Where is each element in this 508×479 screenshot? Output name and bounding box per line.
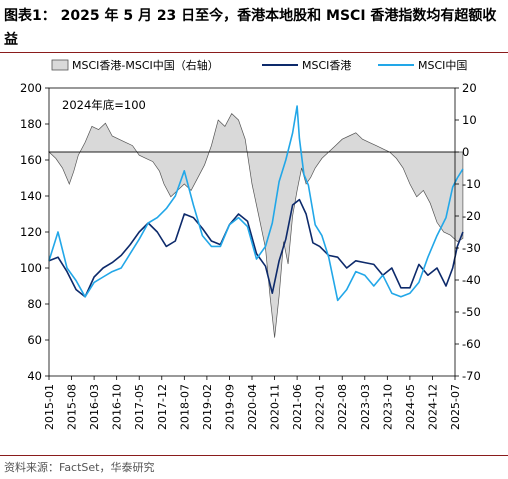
- x-tick-label: 2023-03: [359, 384, 372, 430]
- chart: MSCI香港-MSCI中国（右轴） MSCI香港 MSCI中国 40 60 80 10…: [20, 58, 481, 430]
- line-msci-china: [48, 105, 464, 302]
- x-tick-label: 2021-06: [291, 384, 304, 430]
- y-left-tick-label: 60: [27, 333, 42, 347]
- y-right-tick-label: 20: [462, 81, 477, 95]
- area-diff-path: [48, 113, 464, 338]
- legend-swatch-diff: [51, 59, 69, 71]
- y-left-tick-label: 200: [20, 81, 42, 95]
- x-tick-label: 2020-04: [246, 384, 259, 430]
- x-tick-label: 2019-09: [223, 384, 236, 430]
- chart-title: 图表1： 2025 年 5 月 23 日至今，香港本地股和 MSCI 香港指数均…: [4, 8, 497, 48]
- x-tick-label: 2017-12: [156, 384, 169, 430]
- x-tick-label: 2016-03: [88, 384, 101, 430]
- y-right-tick-label: -10: [462, 177, 481, 191]
- y-left-tick-label: 120: [20, 225, 42, 239]
- y-left-tick-label: 100: [20, 261, 42, 275]
- x-tick-label: 2018-07: [178, 384, 191, 430]
- legend-label-diff: MSCI香港-MSCI中国（右轴）: [72, 58, 219, 72]
- legend-label-china: MSCI中国: [418, 59, 467, 72]
- y-right-tick-label: -70: [462, 369, 481, 383]
- title-divider: [0, 52, 508, 53]
- x-tick-label: 2015-08: [66, 384, 79, 430]
- y-right-tick-label: -50: [462, 305, 481, 319]
- x-tick-label: 2025-07: [449, 384, 462, 430]
- annotation-base: 2024年底=100: [62, 98, 146, 112]
- legend: MSCI香港-MSCI中国（右轴） MSCI香港 MSCI中国: [51, 58, 467, 72]
- x-tick-label: 2016-10: [111, 384, 124, 430]
- x-tick-label: 2020-11: [269, 384, 282, 430]
- y-right-tick-label: -60: [462, 337, 481, 351]
- line-msci-hk: [48, 198, 464, 298]
- y-right-tick-label: -20: [462, 209, 481, 223]
- x-tick-label: 2022-08: [336, 384, 349, 430]
- y-left-tick-label: 160: [20, 153, 42, 167]
- y-right-tick-label: -40: [462, 273, 481, 287]
- x-tick-label: 2024-12: [426, 384, 439, 430]
- x-tick-label: 2017-05: [133, 384, 146, 430]
- y-left-tick-label: 180: [20, 117, 42, 131]
- y-right-tick-label: 10: [462, 113, 477, 127]
- y-left-tick-label: 140: [20, 189, 42, 203]
- y-left-tick-label: 40: [27, 369, 42, 383]
- x-tick-label: 2022-01: [314, 384, 327, 430]
- legend-label-hk: MSCI香港: [302, 59, 351, 72]
- y-right-tick-label: 0: [462, 145, 469, 159]
- footer-divider: [0, 455, 508, 456]
- area-series: [48, 113, 464, 338]
- x-tick-label: 2015-01: [43, 384, 56, 430]
- x-tick-label: 2024-05: [404, 384, 417, 430]
- y-left-tick-label: 80: [27, 297, 42, 311]
- x-tick-label: 2019-02: [201, 384, 214, 430]
- source-note: 资料来源：FactSet，华泰研究: [4, 461, 155, 474]
- y-right-tick-label: -30: [462, 241, 481, 255]
- x-tick-label: 2023-10: [381, 384, 394, 430]
